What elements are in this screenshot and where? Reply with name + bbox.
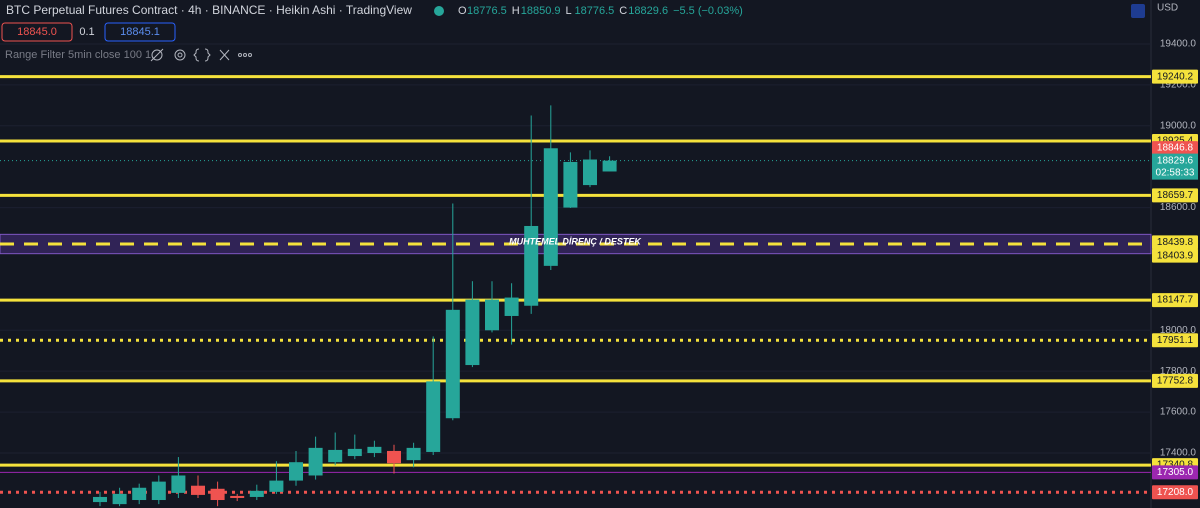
candle-body [93, 496, 107, 503]
candle-body [563, 161, 578, 208]
level-label-box [1152, 333, 1198, 348]
candle-body [583, 159, 597, 186]
ohlc-key: C [619, 5, 627, 17]
ask-label-box [1152, 141, 1198, 156]
candle-body [387, 450, 401, 464]
candle-body [485, 299, 499, 331]
level-label: 17752.8 [1157, 375, 1194, 386]
y-tick-label: 19000.0 [1160, 120, 1197, 131]
y-tick-label: 17600.0 [1160, 407, 1197, 418]
menu-button[interactable] [1131, 4, 1145, 18]
level-label: 18147.7 [1157, 295, 1194, 306]
candle-body [465, 299, 480, 366]
candle-body [543, 148, 558, 266]
ohlc-key: O [458, 5, 467, 17]
candle-body [269, 480, 284, 492]
level-label-box [1152, 188, 1198, 203]
price-axis: 19400.0 19200.0 19000.0 18600.0 18000.0 17800… [1152, 39, 1198, 500]
candle-body [426, 381, 441, 452]
zone-top-label-box [1152, 235, 1198, 250]
candle-body [151, 481, 166, 501]
last-price-label: 18829.6 [1157, 155, 1194, 166]
y-tick-label: 17800.0 [1160, 366, 1197, 377]
plot: MUHTEMEL DİRENÇ / DESTEK [0, 75, 1152, 507]
candle-body [210, 488, 225, 501]
ohlc-key: L [566, 5, 572, 17]
ohlc-value: 18776.5 [575, 5, 615, 17]
level-label: 17208.0 [1157, 487, 1194, 498]
candle-body [406, 447, 421, 461]
ohlc-change: −5.5 (−0.03%) [673, 5, 743, 17]
candle-body [230, 495, 245, 498]
candle-body [328, 449, 343, 463]
y-tick-label: 18000.0 [1160, 325, 1197, 336]
y-tick-label: 19200.0 [1160, 80, 1197, 91]
candle-body [191, 485, 205, 495]
ohlc-value: 18776.5 [467, 5, 507, 17]
spread: 0.1 [79, 26, 94, 38]
buy-box[interactable] [104, 22, 176, 42]
candle-body [524, 225, 539, 306]
level-label-box [1152, 485, 1198, 500]
level-label: 19240.2 [1157, 71, 1194, 82]
buy-price: 18845.1 [120, 26, 160, 38]
candle-body [367, 446, 382, 453]
candle-body [289, 462, 303, 481]
last-price-box [1152, 153, 1198, 180]
candle-body [445, 309, 460, 419]
level-label: 17305.0 [1157, 467, 1194, 478]
y-tick-label: 18600.0 [1160, 202, 1197, 213]
countdown: 02:58:33 [1156, 167, 1195, 178]
y-tick-label: 19400.0 [1160, 39, 1197, 50]
chart-title: BTC Perpetual Futures Contract · 4h · BI… [6, 3, 412, 17]
candle-body [602, 160, 617, 172]
zone-bottom-label-box [1152, 248, 1198, 263]
indicator-tools[interactable] [150, 48, 252, 62]
level-label-box [1152, 465, 1198, 480]
candle-body [112, 493, 127, 505]
level-label: 17340.8 [1157, 460, 1194, 471]
y-tick-label: 17400.0 [1160, 448, 1197, 459]
sell-price: 18845.0 [17, 26, 57, 38]
sell-box[interactable] [1, 22, 73, 42]
status-dot [434, 6, 444, 16]
grid [0, 43, 1151, 454]
candle-body [132, 487, 147, 501]
level-label-box [1152, 373, 1198, 388]
zone-bottom-label: 18403.9 [1157, 250, 1194, 261]
ohlc: O 18776.5 H 18850.9 L 18776.5 C 18829.6 −5.5 (−0… [458, 5, 743, 17]
ask-label: 18846.8 [1157, 143, 1194, 154]
candle-body [308, 447, 323, 476]
currency: USD [1157, 3, 1178, 14]
zone-top-label: 18439.8 [1157, 237, 1194, 248]
candle-body [504, 297, 519, 316]
candle-body [347, 448, 362, 457]
level-label-box [1152, 293, 1198, 308]
level-label: 18659.7 [1157, 190, 1194, 201]
candle-body [171, 475, 186, 493]
indicator-label: Range Filter 5min close 100 1 [5, 49, 151, 61]
level-label-box [1152, 69, 1198, 84]
candle-body [249, 490, 264, 497]
zone-text: MUHTEMEL DİRENÇ / DESTEK [509, 236, 642, 246]
level-label: 17951.1 [1157, 335, 1194, 346]
zone [0, 233, 1152, 255]
ohlc-value: 18850.9 [521, 5, 561, 17]
ohlc-value: 18829.6 [628, 5, 668, 17]
ohlc-key: H [512, 5, 520, 17]
